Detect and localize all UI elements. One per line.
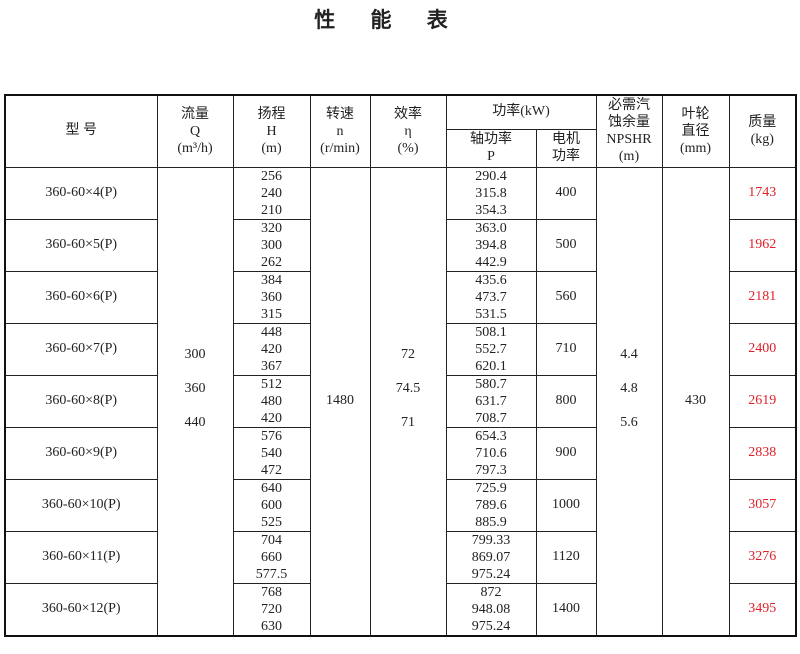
header-motor-power: 电机 功率 bbox=[535, 128, 597, 168]
header-shaft-power: 轴功率 P bbox=[445, 128, 537, 168]
header-speed: 转速 n (r/min) bbox=[309, 94, 371, 168]
mass-cell: 1962 bbox=[728, 218, 797, 272]
mass-cell: 3276 bbox=[728, 530, 797, 584]
mass-cell: 3057 bbox=[728, 478, 797, 532]
motor-power-cell: 800 bbox=[535, 374, 597, 428]
model-cell: 360-60×5(P) bbox=[4, 218, 158, 272]
mass-cell: 2619 bbox=[728, 374, 797, 428]
shaft-power-cell: 290.4 315.8 354.3 bbox=[445, 166, 537, 220]
head-cell: 320 300 262 bbox=[232, 218, 311, 272]
model-cell: 360-60×10(P) bbox=[4, 478, 158, 532]
efficiency-cell: 72 74.5 71 bbox=[369, 166, 447, 636]
motor-power-cell: 900 bbox=[535, 426, 597, 480]
head-cell: 576 540 472 bbox=[232, 426, 311, 480]
table-row: 360-60×6(P) 384 360 315 435.6 473.7 531.5 560 21… bbox=[4, 270, 797, 324]
flow-cell: 300 360 440 bbox=[156, 166, 234, 636]
mass-cell: 2400 bbox=[728, 322, 797, 376]
head-cell: 448 420 367 bbox=[232, 322, 311, 376]
head-cell: 256 240 210 bbox=[232, 166, 311, 220]
model-cell: 360-60×7(P) bbox=[4, 322, 158, 376]
mass-cell: 1743 bbox=[728, 166, 797, 220]
table-row: 360-60×11(P) 704 660 577.5 799.33 869.07 975.2… bbox=[4, 530, 797, 584]
mass-cell: 2181 bbox=[728, 270, 797, 324]
mass-cell: 2838 bbox=[728, 426, 797, 480]
shaft-power-cell: 799.33 869.07 975.24 bbox=[445, 530, 537, 584]
motor-power-cell: 500 bbox=[535, 218, 597, 272]
shaft-power-cell: 508.1 552.7 620.1 bbox=[445, 322, 537, 376]
shaft-power-cell: 725.9 789.6 885.9 bbox=[445, 478, 537, 532]
head-cell: 512 480 420 bbox=[232, 374, 311, 428]
motor-power-cell: 1000 bbox=[535, 478, 597, 532]
performance-table: 型 号 流量 Q (m³/h) 扬程 H (m) 转速 n (r/min) 效率 η (%) 功… bbox=[4, 94, 797, 637]
impeller-cell: 430 bbox=[661, 166, 730, 636]
motor-power-cell: 1120 bbox=[535, 530, 597, 584]
head-cell: 640 600 525 bbox=[232, 478, 311, 532]
header-head: 扬程 H (m) bbox=[232, 94, 311, 168]
page-title: 性 能 表 bbox=[314, 8, 462, 32]
table-row: 360-60×8(P) 512 480 420 580.7 631.7 708.7 800 26… bbox=[4, 374, 797, 428]
shaft-power-cell: 435.6 473.7 531.5 bbox=[445, 270, 537, 324]
table-row: 360-60×4(P) 300 360 440 256 240 210 1480 72 74.5 7… bbox=[4, 166, 797, 636]
motor-power-cell: 560 bbox=[535, 270, 597, 324]
model-cell: 360-60×11(P) bbox=[4, 530, 158, 584]
head-cell: 768 720 630 bbox=[232, 582, 311, 636]
model-cell: 360-60×9(P) bbox=[4, 426, 158, 480]
table-row: 360-60×12(P) 768 720 630 872 948.08 975.24 1400… bbox=[4, 582, 797, 636]
motor-power-cell: 710 bbox=[535, 322, 597, 376]
shaft-power-cell: 363.0 394.8 442.9 bbox=[445, 218, 537, 272]
head-cell: 384 360 315 bbox=[232, 270, 311, 324]
table-row: 360-60×9(P) 576 540 472 654.3 710.6 797.3 900 28… bbox=[4, 426, 797, 480]
speed-cell: 1480 bbox=[309, 166, 371, 636]
shaft-power-cell: 580.7 631.7 708.7 bbox=[445, 374, 537, 428]
header-power: 功率(kW) bbox=[445, 94, 597, 130]
model-cell: 360-60×6(P) bbox=[4, 270, 158, 324]
header-impeller: 叶轮 直径 (mm) bbox=[661, 94, 730, 168]
model-cell: 360-60×8(P) bbox=[4, 374, 158, 428]
table-row: 360-60×7(P) 448 420 367 508.1 552.7 620.1 710 24… bbox=[4, 322, 797, 376]
header-model: 型 号 bbox=[4, 94, 158, 168]
npshr-cell: 4.4 4.8 5.6 bbox=[595, 166, 663, 636]
model-cell: 360-60×12(P) bbox=[4, 582, 158, 636]
model-cell: 360-60×4(P) bbox=[4, 166, 158, 220]
mass-cell: 3495 bbox=[728, 582, 797, 636]
header-flow: 流量 Q (m³/h) bbox=[156, 94, 234, 168]
motor-power-cell: 400 bbox=[535, 166, 597, 220]
shaft-power-cell: 654.3 710.6 797.3 bbox=[445, 426, 537, 480]
shaft-power-cell: 872 948.08 975.24 bbox=[445, 582, 537, 636]
header-npshr: 必需汽 蚀余量 NPSHR (m) bbox=[595, 94, 663, 168]
header-efficiency: 效率 η (%) bbox=[369, 94, 447, 168]
head-cell: 704 660 577.5 bbox=[232, 530, 311, 584]
header-mass: 质量 (kg) bbox=[728, 94, 797, 168]
table-row: 360-60×5(P) 320 300 262 363.0 394.8 442.9 500 19… bbox=[4, 218, 797, 272]
motor-power-cell: 1400 bbox=[535, 582, 597, 636]
